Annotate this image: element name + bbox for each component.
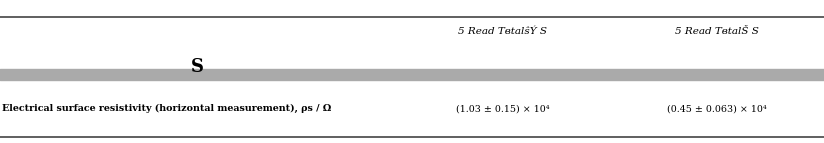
- Text: (1.03 ± 0.15) × 10⁴: (1.03 ± 0.15) × 10⁴: [456, 104, 550, 113]
- Text: Electrical surface resistivity (horizontal measurement), ρs / Ω: Electrical surface resistivity (horizont…: [2, 104, 332, 113]
- Text: S: S: [191, 58, 204, 76]
- Text: 5 Read TвtalŝÝ S: 5 Read TвtalŝÝ S: [458, 27, 547, 36]
- Text: 5 Read TвtalŠ S: 5 Read TвtalŠ S: [675, 27, 759, 36]
- Text: (0.45 ± 0.063) × 10⁴: (0.45 ± 0.063) × 10⁴: [667, 104, 766, 113]
